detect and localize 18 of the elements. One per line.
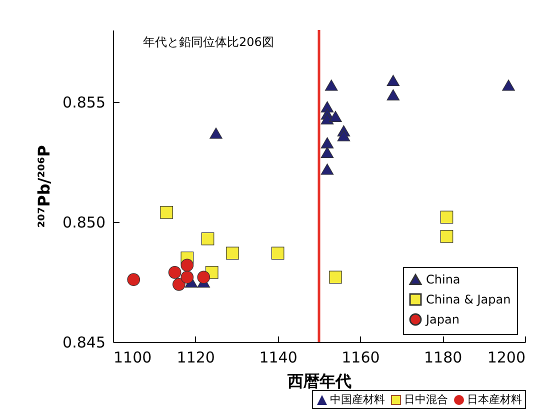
x-tick-label: 1100 <box>114 348 152 366</box>
text: 日中混合 <box>404 392 448 407</box>
y-tick-label: 0.845 <box>62 334 106 352</box>
legend-label: China <box>426 272 460 286</box>
x-tick-label: 1140 <box>259 348 298 366</box>
legend-label: China & Japan <box>426 292 511 306</box>
x-tick-label: 1120 <box>176 348 215 366</box>
x-tick-label: 1200 <box>487 348 526 366</box>
text: 中国産材料 <box>330 392 385 407</box>
y-tick-label: 0.855 <box>62 94 106 112</box>
x-axis-title: 西暦年代 <box>286 372 352 390</box>
text: 日本産材料 <box>467 392 522 407</box>
y-tick-label: 0.850 <box>62 214 106 232</box>
x-tick-label: 1180 <box>424 348 462 366</box>
y-axis-title: ²⁰⁷Pb/²⁰⁶P <box>34 144 54 228</box>
x-tick-label: 1160 <box>342 348 380 366</box>
legend-label: Japan <box>425 312 460 326</box>
chart-title: 年代と鉛同位体比206図 <box>143 34 274 49</box>
